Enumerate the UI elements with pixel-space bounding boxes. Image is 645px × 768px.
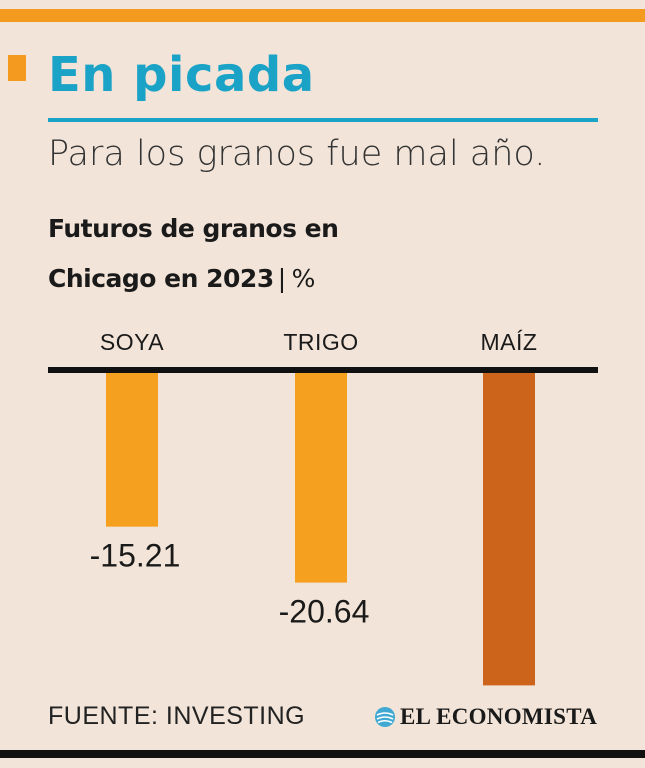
data-label: -20.64 — [279, 594, 370, 630]
category-label: SOYA — [100, 329, 164, 355]
brand-name: EL ECONOMISTA — [400, 704, 598, 729]
chart-unit: % — [291, 264, 316, 293]
chart-title-line2-text: Chicago en 2023 — [48, 264, 274, 293]
accent-square — [8, 55, 26, 81]
brand-logo: EL ECONOMISTA — [374, 703, 597, 731]
title-separator: | — [277, 264, 286, 293]
globe-icon — [375, 707, 395, 727]
chart-title-line1: Futuros de granos en — [48, 214, 339, 243]
data-label: -15.21 — [90, 538, 181, 574]
title-rule — [48, 118, 598, 122]
bar — [295, 370, 347, 583]
bottom-rule — [0, 750, 645, 758]
source-note: FUENTE: INVESTING — [48, 702, 306, 730]
category-label: MAÍZ — [481, 329, 538, 355]
bar — [106, 370, 158, 527]
chart-title-line2: Chicago en 2023 |% — [48, 254, 338, 304]
chart-title: Futuros de granos en Chicago en 2023 |% — [48, 204, 339, 304]
page-title: En picada — [48, 47, 315, 103]
category-label: TRIGO — [283, 329, 358, 355]
bar — [483, 370, 535, 686]
top-rule — [0, 9, 645, 22]
baseline — [48, 367, 598, 373]
page-subtitle: Para los granos fue mal año. — [48, 134, 546, 174]
